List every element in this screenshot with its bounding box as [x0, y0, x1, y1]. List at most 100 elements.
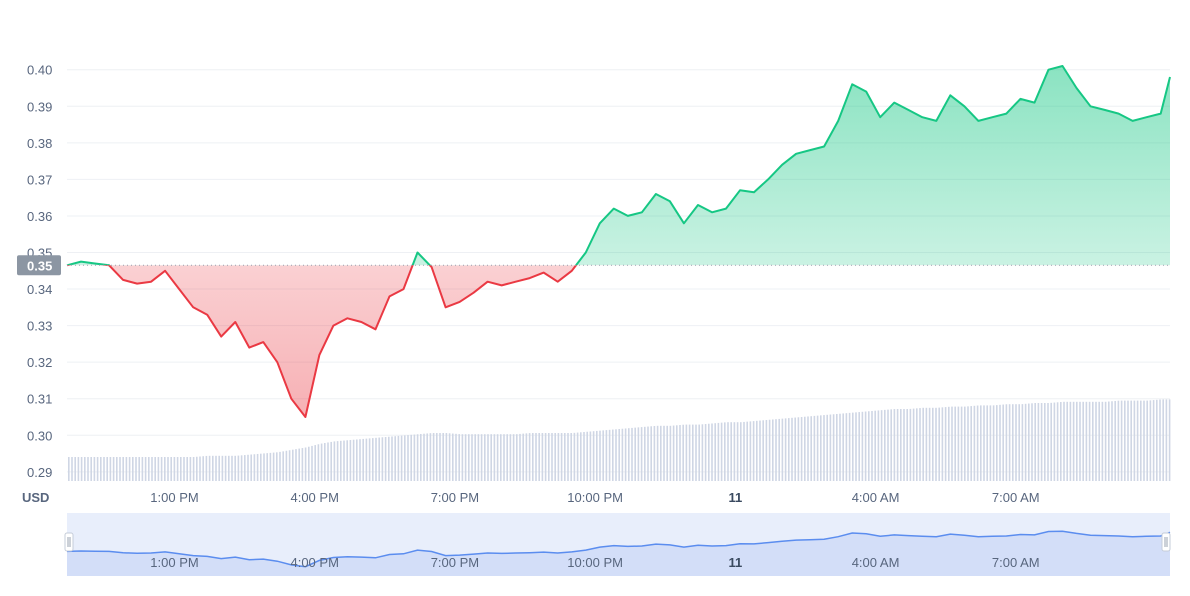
volume-bar: [1040, 403, 1043, 481]
reference-price-label: 0.35: [17, 255, 61, 276]
volume-bar: [820, 415, 822, 481]
volume-bar: [647, 426, 649, 481]
volume-bar: [365, 438, 368, 481]
volume-bar: [464, 434, 467, 481]
volume-bar: [362, 438, 364, 481]
volume-bar: [868, 411, 870, 481]
volume-bar: [164, 457, 166, 481]
volume-bar: [512, 434, 515, 481]
volume-bar: [932, 407, 934, 481]
volume-bar: [893, 409, 896, 481]
volume-bar: [231, 455, 233, 481]
volume-bar: [141, 457, 144, 481]
volume-bar: [752, 421, 755, 481]
volume-bar: [138, 457, 140, 481]
volume-bar: [1050, 402, 1052, 481]
y-tick-label: 0.30: [27, 428, 52, 443]
volume-bar: [906, 409, 908, 481]
volume-bar: [1092, 401, 1094, 481]
volume-bar: [695, 424, 697, 481]
volume-bar: [1018, 404, 1020, 481]
volume-bar: [842, 413, 844, 481]
volume-bar: [807, 416, 809, 481]
volume-bar: [778, 418, 780, 481]
volume-bar: [740, 422, 742, 481]
volume-bar: [413, 434, 416, 481]
volume-bar: [1108, 401, 1110, 481]
volume-bar: [762, 420, 764, 481]
volume-bar: [573, 432, 576, 481]
volume-bar: [580, 432, 582, 481]
volume-bar: [858, 412, 860, 481]
volume-bar: [93, 457, 96, 481]
navigator-x-tick-label: 4:00 AM: [852, 555, 900, 570]
volume-bar: [1031, 403, 1033, 481]
volume-bar: [496, 434, 499, 481]
volume-bar: [992, 405, 995, 481]
volume-bar: [167, 457, 169, 481]
volume-bar: [301, 448, 304, 481]
navigator-x-ticks: 1:00 PM 4:00 PM 7:00 PM 10:00 PM 11 4:00 AM 7:…: [150, 555, 1039, 570]
volume-bar: [589, 431, 592, 481]
volume-bar: [477, 434, 480, 481]
volume-bar: [170, 457, 172, 481]
volume-bar: [1028, 403, 1030, 481]
volume-bar: [1130, 400, 1132, 481]
price-area-up: [67, 66, 1170, 266]
volume-bar: [218, 455, 220, 481]
volume-bar: [468, 434, 470, 481]
volume-bar: [423, 433, 425, 481]
volume-bar: [1136, 400, 1139, 481]
volume-bar: [196, 456, 198, 481]
volume-bar: [880, 410, 883, 481]
volume-bar: [522, 433, 524, 481]
volume-bar: [804, 416, 806, 481]
navigator-handle-grip[interactable]: [1161, 532, 1171, 552]
volume-bar: [1069, 401, 1072, 481]
volume-bar: [320, 443, 323, 481]
volume-bar: [976, 405, 979, 481]
volume-bar: [506, 434, 508, 481]
volume-bar: [1082, 401, 1084, 481]
volume-bar: [532, 433, 534, 481]
volume-bar: [288, 450, 291, 481]
navigator-right-handle[interactable]: [1161, 532, 1171, 552]
volume-bar: [234, 455, 236, 481]
volume-bar: [912, 408, 915, 481]
volume-bar: [672, 425, 675, 481]
volume-bar: [704, 424, 707, 481]
volume-bar: [634, 427, 636, 481]
volume-bar: [404, 435, 406, 481]
volume-bar: [717, 422, 720, 481]
reference-price-label-text: 0.35: [27, 258, 52, 273]
volume-bar: [743, 421, 745, 481]
navigator-handle-grip[interactable]: [64, 532, 74, 552]
volume-bar: [122, 457, 124, 481]
volume-bar: [640, 427, 643, 481]
volume-bar: [292, 449, 294, 481]
y-tick-label: 0.38: [27, 136, 52, 151]
volume-bar: [1056, 402, 1059, 481]
volume-bar: [759, 420, 761, 481]
volume-bar: [855, 412, 857, 481]
volume-bar: [394, 436, 396, 481]
volume-bar: [644, 426, 646, 481]
volume-bar: [285, 450, 288, 481]
volume-bar: [941, 407, 944, 481]
volume-bar: [1012, 404, 1014, 481]
volume-bar: [480, 434, 483, 481]
volume-bar: [410, 434, 412, 481]
navigator-left-handle[interactable]: [64, 532, 74, 552]
volume-bar: [343, 440, 345, 481]
volume-bar: [1072, 401, 1075, 481]
volume-bar: [548, 433, 550, 481]
range-navigator[interactable]: 1:00 PM 4:00 PM 7:00 PM 10:00 PM 11 4:00 AM 7:…: [64, 513, 1171, 576]
volume-bar: [333, 441, 336, 481]
volume-bar: [1066, 401, 1068, 481]
volume-bar: [749, 421, 752, 481]
volume-bar: [1146, 400, 1148, 481]
volume-bar: [823, 415, 825, 481]
volume-bar: [586, 431, 588, 481]
volume-bar: [720, 422, 723, 481]
volume-bar: [68, 457, 70, 481]
